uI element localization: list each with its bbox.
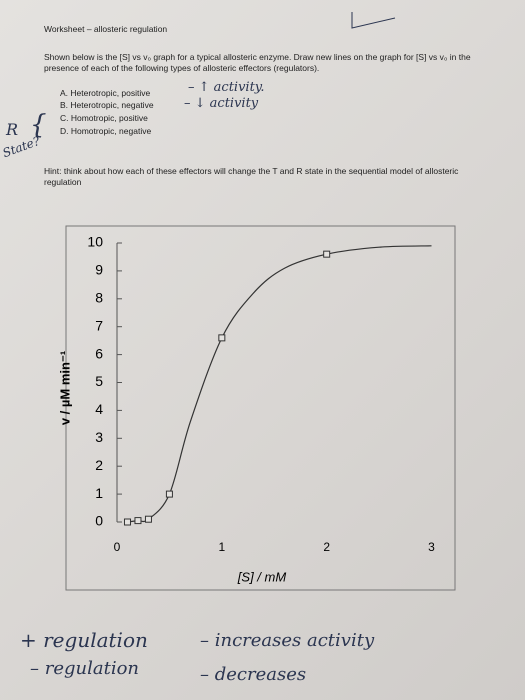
title: Worksheet – allosteric regulation — [44, 24, 168, 34]
note: + regulation — [20, 628, 148, 652]
y-tick-label: 5 — [95, 373, 103, 389]
scribble — [351, 12, 396, 29]
y-tick-label: 7 — [95, 317, 103, 333]
note: R — [6, 120, 19, 139]
data-point — [165, 490, 173, 498]
note: – regulation — [30, 658, 140, 679]
y-tick-label: 6 — [95, 345, 103, 361]
x-tick-label: 3 — [428, 540, 435, 554]
note: – ↑ activity. — [188, 80, 265, 95]
y-tick-label: 1 — [95, 485, 103, 501]
x-tick-label: 1 — [218, 540, 225, 554]
brace: { — [30, 110, 47, 140]
data-point — [218, 334, 226, 342]
x-tick-label: 0 — [114, 540, 121, 554]
note: – ↓ activity — [184, 96, 259, 111]
curve — [127, 245, 432, 523]
y-tick-label: 9 — [95, 262, 103, 278]
instructions: Shown below is the [S] vs v₀ graph for a… — [44, 52, 471, 73]
item: A. Heterotropic, positive — [60, 88, 151, 98]
data-point — [323, 250, 331, 258]
data-point — [144, 515, 152, 523]
hint: Hint: think about how each of these effe… — [44, 166, 459, 187]
y-tick-label: 4 — [95, 401, 103, 417]
data-point — [134, 517, 142, 525]
chart-frame — [65, 225, 456, 591]
note: – decreases — [200, 664, 307, 685]
y-tick-label: 8 — [95, 290, 103, 306]
item: C. Homotropic, positive — [60, 113, 148, 123]
y-tick-label: 2 — [95, 457, 103, 473]
note: – increases activity — [200, 630, 375, 651]
data-point — [123, 518, 131, 526]
y-axis-label: v / µM min⁻¹ — [57, 351, 72, 425]
item: B. Heterotropic, negative — [60, 100, 154, 110]
x-axis-label: [S] / mM — [237, 569, 287, 584]
y-tick-label: 3 — [95, 429, 103, 445]
y-tick-label: 0 — [95, 513, 103, 529]
y-tick-label: 10 — [87, 234, 103, 250]
x-tick-label: 2 — [323, 540, 330, 554]
item: D. Homotropic, negative — [60, 126, 152, 136]
